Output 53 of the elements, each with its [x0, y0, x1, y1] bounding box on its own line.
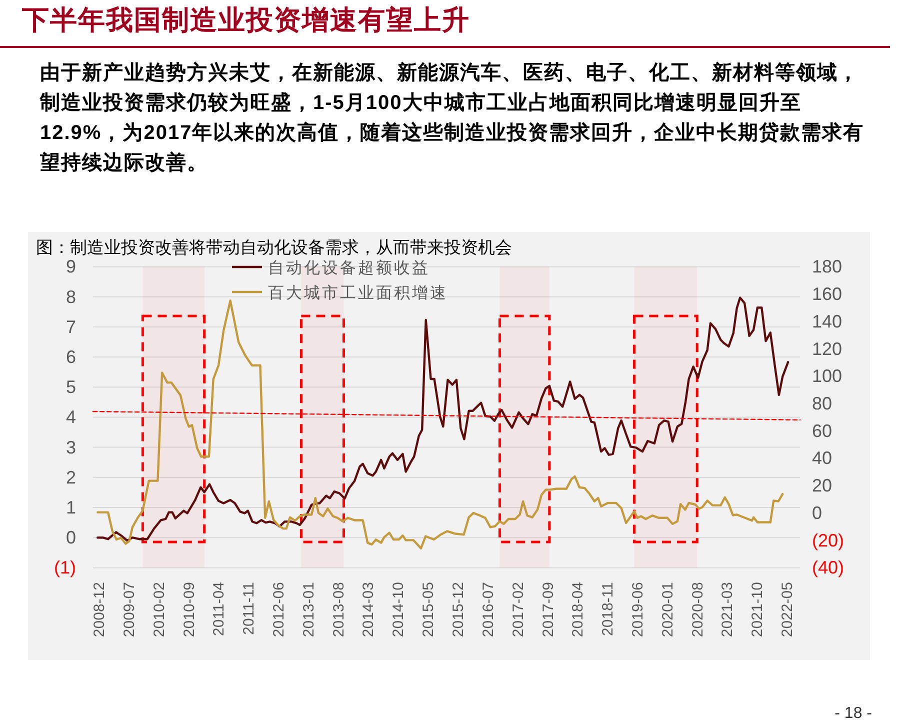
x-tick-label: 2008-12 [91, 582, 108, 638]
legend-label: 百大城市工业面积增速 [268, 284, 448, 302]
y2-tick-label: 140 [812, 311, 842, 332]
text: 图：制造业投资改善将带动自动化设备需求，从而带来投资机会 [36, 238, 512, 257]
x-tick-label: 2018-04 [570, 582, 587, 638]
y2-tick-label: 0 [812, 502, 822, 523]
x-tick-label: 2017-02 [510, 582, 527, 638]
x-tick-label: 2013-08 [330, 582, 348, 638]
x-tick-label: 2010-02 [150, 582, 168, 638]
x-tick-label: 2011-04 [210, 582, 228, 636]
y-tick-label: 1 [66, 498, 76, 518]
y2-tick-label: (40) [812, 558, 844, 578]
y-tick-label: (1) [54, 558, 76, 578]
y-tick-label: 2 [66, 467, 76, 488]
y2-tick-label: 160 [812, 284, 842, 304]
y2-tick-label: 120 [812, 338, 842, 359]
x-tick-label: 2013-01 [300, 582, 318, 638]
x-tick-label: 2014-03 [360, 582, 378, 638]
x-tick-label: 2011-11 [240, 582, 258, 635]
y2-tick-label: (20) [812, 530, 844, 550]
text: - 18 - [834, 705, 872, 722]
x-tick-label: 2017-09 [540, 582, 557, 638]
y-tick-label: 0 [66, 528, 76, 548]
x-tick-label: 2020-08 [689, 582, 706, 638]
y2-tick-label: 60 [812, 420, 832, 441]
x-tick-label: 2015-12 [450, 582, 468, 638]
x-tick-label: 2020-01 [659, 582, 676, 638]
y-tick-label: 6 [66, 347, 76, 367]
y-tick-label: 7 [66, 316, 76, 337]
x-tick-label: 2010-09 [180, 582, 198, 638]
x-tick-label: 2009-07 [120, 582, 138, 638]
x-tick-label: 2022-05 [778, 582, 796, 638]
x-tick-label: 2012-06 [270, 582, 288, 638]
legend-label: 自动化设备超额收益 [268, 259, 430, 277]
chart-subtitle: 由于新产业趋势方兴未艾，在新能源、新能源汽车、医药、电子、化工、新材料等领域，制造业投资需求仍较为旺盛，1-5月100大中城市工业占地面积同比增速明显回升至12.9%，为2017年以来的次高值，随着这些制造业投资需求回升，企业中长期贷款需求有望持续边际改善。 [40, 60, 866, 176]
y2-tick-label: 100 [812, 366, 842, 386]
y2-tick-label: 80 [812, 394, 832, 414]
y-tick-label: 4 [66, 407, 76, 428]
x-tick-label: 2019-06 [629, 582, 646, 638]
y-tick-label: 3 [66, 437, 76, 458]
x-tick-label: 2015-05 [420, 582, 437, 638]
y-tick-label: 5 [66, 377, 76, 398]
x-tick-label: 2021-03 [719, 582, 736, 638]
x-tick-label: 2018-11 [600, 582, 617, 636]
x-tick-label: 2014-10 [390, 582, 408, 638]
x-tick-label: 2016-07 [480, 582, 497, 638]
y-tick-label: 9 [66, 256, 76, 277]
chart-title: 下半年我国制造业投资增速有望上升 [22, 4, 470, 37]
y2-tick-label: 20 [812, 476, 832, 496]
y2-tick-label: 180 [812, 256, 842, 277]
y-tick-label: 8 [66, 286, 76, 307]
y2-tick-label: 40 [812, 448, 832, 468]
x-tick-label: 2021-10 [749, 582, 766, 638]
